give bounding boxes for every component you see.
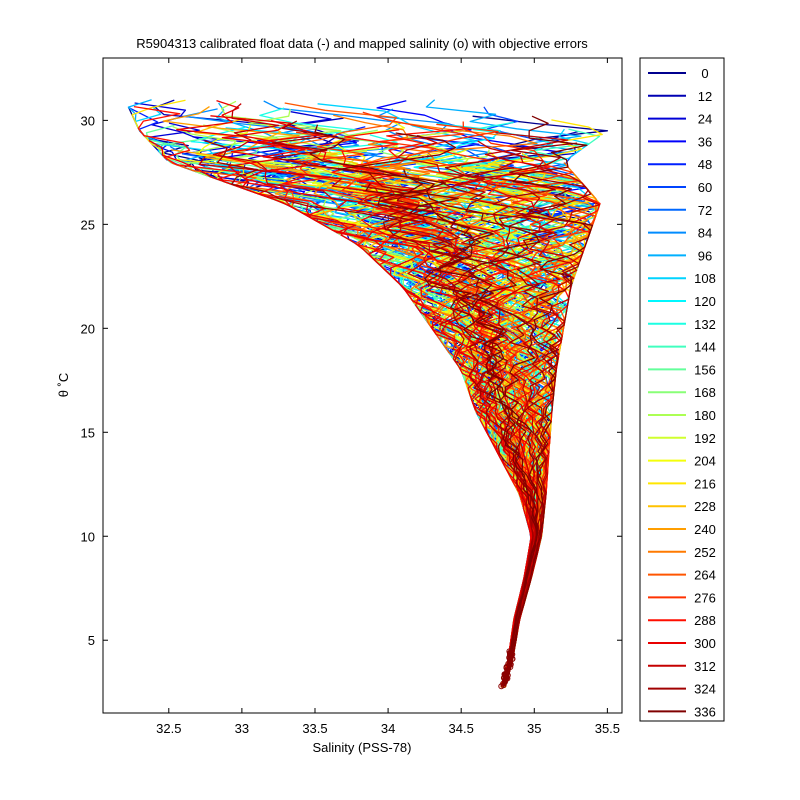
y-axis-label: θ ˚C (56, 373, 71, 398)
x-tick-label: 33.5 (302, 721, 327, 736)
x-tick-label: 32.5 (156, 721, 181, 736)
legend-label: 36 (698, 134, 712, 149)
profile-line (444, 152, 556, 685)
legend-label: 300 (694, 636, 716, 651)
legend-label: 240 (694, 522, 716, 537)
legend-entries: 0 12 24 36 48 60 72 84 96 108 120 132 144 156 168 180 19… (648, 66, 716, 719)
plot-axes-box (102, 57, 623, 714)
legend-label: 0 (701, 66, 708, 81)
profile-line (403, 169, 539, 687)
chart-title: R5904313 calibrated float data (-) and m… (136, 36, 588, 51)
x-tick-label: 35 (527, 721, 541, 736)
legend-label: 132 (694, 317, 716, 332)
mapped-salinity-marker (507, 661, 514, 668)
legend-label: 264 (694, 568, 716, 583)
y-tick-label: 30 (81, 113, 95, 128)
legend-label: 252 (694, 545, 716, 560)
legend-label: 84 (698, 226, 712, 241)
x-tick-label: 35.5 (595, 721, 620, 736)
x-axis-ticks: 32.5 33 33.5 34 34.5 35 35.5 (156, 58, 620, 736)
mapped-salinity-marker (506, 650, 513, 657)
mapped-salinity-marker (502, 678, 508, 685)
mapped-salinity-marker (503, 664, 510, 671)
legend-label: 60 (698, 180, 712, 195)
legend-label: 324 (694, 682, 716, 697)
legend-label: 288 (694, 613, 716, 628)
legend-label: 204 (694, 454, 716, 469)
mapped-salinity-marker (507, 664, 514, 670)
legend-label: 120 (694, 294, 716, 309)
legend-label: 24 (698, 112, 712, 127)
profile-line (271, 120, 534, 682)
legend-label: 72 (698, 203, 712, 218)
profile-lines-layer (127, 99, 609, 690)
legend-label: 12 (698, 89, 712, 104)
legend-box (639, 57, 725, 722)
legend-label: 48 (698, 157, 712, 172)
legend-label: 336 (694, 704, 716, 719)
y-tick-label: 5 (88, 633, 95, 648)
profile-line (148, 139, 532, 687)
legend-label: 144 (694, 340, 716, 355)
legend-label: 180 (694, 408, 716, 423)
legend-label: 192 (694, 431, 716, 446)
x-tick-label: 34 (381, 721, 395, 736)
legend-label: 156 (694, 362, 716, 377)
legend-label: 108 (694, 271, 716, 286)
legend-label: 276 (694, 590, 716, 605)
mapped-salinity-marker (503, 675, 510, 682)
x-tick-label: 33 (235, 721, 249, 736)
legend: 0 12 24 36 48 60 72 84 96 108 120 132 144 156 168 180 19… (639, 57, 725, 722)
profile-line (505, 115, 594, 684)
legend-label: 168 (694, 385, 716, 400)
y-tick-label: 15 (81, 425, 95, 440)
y-tick-label: 20 (81, 321, 95, 336)
x-axis-label: Salinity (PSS-78) (313, 740, 412, 755)
legend-label: 228 (694, 499, 716, 514)
y-axis-ticks: 5 10 15 20 25 30 (81, 113, 622, 648)
legend-label: 96 (698, 248, 712, 263)
legend-label: 312 (694, 659, 716, 674)
legend-label: 216 (694, 476, 716, 491)
y-tick-label: 10 (81, 529, 95, 544)
mapped-salinity-marker (502, 676, 509, 683)
x-tick-label: 34.5 (449, 721, 474, 736)
y-tick-label: 25 (81, 217, 95, 232)
